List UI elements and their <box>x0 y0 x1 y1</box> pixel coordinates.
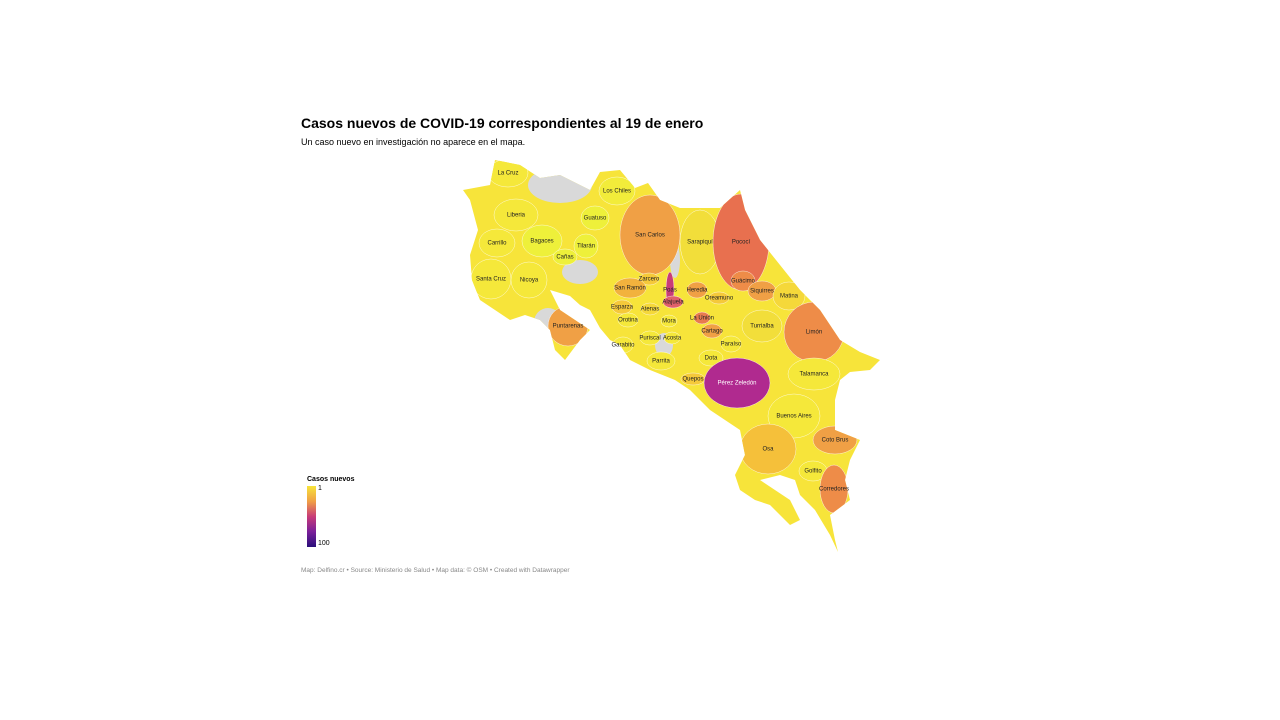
canton <box>478 228 516 258</box>
canton-label: Alajuela <box>662 300 684 306</box>
canton <box>521 224 563 258</box>
canton-label: Pérez Zeledón <box>717 381 756 387</box>
title: Casos nuevos de COVID-19 correspondiente… <box>301 115 703 131</box>
canton-label: Pococí <box>732 240 751 246</box>
canton <box>613 277 647 299</box>
canton <box>686 281 708 299</box>
canton-label: Puntarenas <box>553 324 584 330</box>
canton <box>640 302 660 316</box>
canton-label: San Carlos <box>635 233 665 239</box>
canton-label: San Ramón <box>614 286 646 292</box>
canton <box>660 314 678 328</box>
canton-label: Limón <box>806 330 822 336</box>
canton-label: Acosta <box>663 336 682 342</box>
canton-label: Siquirres <box>750 289 774 295</box>
canton <box>741 309 783 343</box>
legend-tick-label: 100 <box>318 540 330 547</box>
canton <box>787 357 841 391</box>
canton <box>552 248 578 266</box>
canton-label: Golfito <box>804 469 822 475</box>
footer: Map: Delfino.cr • Source: Ministerio de … <box>301 566 570 574</box>
canton <box>493 198 539 232</box>
canton <box>617 312 639 328</box>
canton <box>730 270 756 292</box>
canton <box>720 335 742 353</box>
canton <box>693 311 711 325</box>
canton-label: Atenas <box>641 307 660 313</box>
canton <box>611 299 633 315</box>
canton-label: Buenos Aires <box>776 414 811 420</box>
canton-label: Osa <box>762 447 774 453</box>
canton-label: Cañas <box>556 255 573 261</box>
canton-label: Liberia <box>507 213 526 219</box>
canton-label: Coto Brus <box>822 438 849 444</box>
canton-label: Bagaces <box>530 239 553 245</box>
canton-label: Los Chiles <box>603 189 631 195</box>
canton-label: Corredores <box>819 487 849 493</box>
canton-label: Garabito <box>611 343 635 349</box>
subtitle: Un caso nuevo en investigación no aparec… <box>301 137 525 147</box>
canton <box>573 233 599 259</box>
canton <box>662 295 684 309</box>
canton-label: Heredia <box>686 288 708 294</box>
canton <box>510 261 548 299</box>
canton-label: Orotina <box>618 318 638 324</box>
canton-label: Dota <box>705 356 718 362</box>
canton-label: Carrillo <box>487 241 507 247</box>
canton-label: Tilarán <box>577 244 595 250</box>
canton-label: Esparza <box>611 305 634 311</box>
canton <box>638 272 660 286</box>
canton-label: Santa Cruz <box>476 277 506 283</box>
canton <box>701 323 723 339</box>
no-data-area <box>528 167 592 203</box>
canton-label: Cartago <box>701 329 723 335</box>
canton-label: Guácimo <box>731 279 756 285</box>
canton-label: Poás <box>663 288 677 294</box>
canton-label: Guatuso <box>584 216 607 222</box>
canton-label: Talamanca <box>799 372 829 378</box>
canton <box>580 205 610 231</box>
canton-label: La Unión <box>690 316 714 322</box>
canton-label: Puriscal <box>639 336 660 342</box>
canton <box>639 330 661 346</box>
legend-tick-label: 1 <box>318 485 322 492</box>
canton-label: Parrita <box>652 359 670 365</box>
canton-label: Mora <box>662 319 676 325</box>
legend-scale <box>307 486 316 547</box>
canton-label: Sarapiquí <box>687 240 713 246</box>
canton-label: Turrialba <box>750 324 774 330</box>
canton <box>772 281 806 311</box>
canton-label: Matina <box>780 294 799 300</box>
canton-label: Zarcero <box>639 277 660 283</box>
canton <box>646 351 676 371</box>
canton <box>703 357 771 409</box>
canton <box>663 331 681 345</box>
canton-label: Quepos <box>682 377 703 383</box>
map <box>463 160 880 552</box>
canton-label: Paraíso <box>721 342 742 348</box>
canton <box>698 349 724 367</box>
canton-label: Oreamuno <box>705 296 734 302</box>
canton-label: Nicoya <box>520 278 539 284</box>
canton <box>708 291 730 305</box>
no-data-area <box>562 260 598 284</box>
canton <box>598 176 636 206</box>
canton-label: La Cruz <box>497 171 518 177</box>
legend-title: Casos nuevos <box>307 476 355 483</box>
